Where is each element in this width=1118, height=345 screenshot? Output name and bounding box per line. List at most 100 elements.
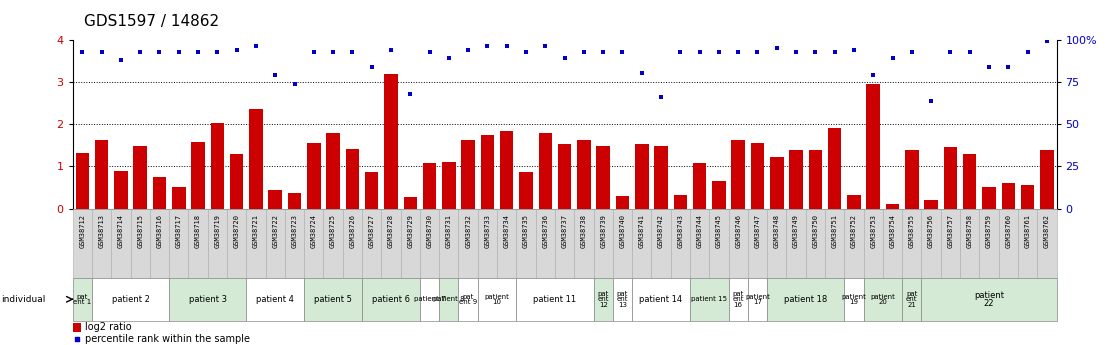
Bar bbox=[786, 209, 806, 278]
Text: GSM38718: GSM38718 bbox=[195, 214, 201, 248]
Bar bbox=[114, 171, 127, 209]
Point bbox=[151, 49, 169, 54]
Bar bbox=[828, 128, 842, 209]
Text: GSM38721: GSM38721 bbox=[253, 214, 259, 248]
Point bbox=[189, 49, 207, 54]
Text: GSM38759: GSM38759 bbox=[986, 214, 992, 248]
Point bbox=[845, 47, 863, 52]
Text: patient 18: patient 18 bbox=[784, 295, 827, 304]
Bar bbox=[712, 181, 726, 209]
Bar bbox=[577, 140, 590, 209]
Point bbox=[768, 45, 786, 51]
Point bbox=[343, 49, 361, 54]
Text: GSM38745: GSM38745 bbox=[716, 214, 722, 248]
Bar bbox=[150, 209, 169, 278]
Bar bbox=[709, 209, 729, 278]
Text: GSM38757: GSM38757 bbox=[947, 214, 954, 248]
Text: GSM38744: GSM38744 bbox=[697, 214, 702, 248]
Bar bbox=[266, 209, 285, 278]
Point bbox=[864, 72, 882, 78]
Bar bbox=[227, 209, 246, 278]
Bar bbox=[613, 278, 632, 321]
Text: patient
17: patient 17 bbox=[745, 294, 770, 305]
Point bbox=[170, 49, 188, 54]
Point bbox=[420, 49, 438, 54]
Bar bbox=[481, 135, 494, 209]
Bar bbox=[883, 209, 902, 278]
Text: patient 5: patient 5 bbox=[314, 295, 352, 304]
Point bbox=[266, 72, 284, 78]
Point bbox=[922, 98, 940, 103]
Text: patient
19: patient 19 bbox=[842, 294, 866, 305]
Bar bbox=[866, 84, 880, 209]
Bar bbox=[767, 209, 786, 278]
Bar bbox=[307, 143, 321, 209]
Bar bbox=[112, 209, 131, 278]
Text: GSM38717: GSM38717 bbox=[176, 214, 182, 248]
Text: GSM38746: GSM38746 bbox=[736, 214, 741, 248]
Bar bbox=[285, 209, 304, 278]
Bar bbox=[1002, 183, 1015, 209]
Point bbox=[614, 49, 632, 54]
Text: GSM38729: GSM38729 bbox=[407, 214, 414, 248]
Bar bbox=[1017, 209, 1038, 278]
Bar bbox=[153, 177, 167, 209]
Bar bbox=[960, 209, 979, 278]
Bar bbox=[246, 278, 304, 321]
Bar bbox=[536, 209, 555, 278]
Bar bbox=[558, 145, 571, 209]
Text: GSM38741: GSM38741 bbox=[638, 214, 645, 248]
Text: pat
ent 9: pat ent 9 bbox=[459, 294, 477, 305]
Text: log2 ratio: log2 ratio bbox=[85, 322, 132, 332]
Bar bbox=[673, 195, 688, 209]
Text: GSM38731: GSM38731 bbox=[446, 214, 452, 248]
Text: GSM38722: GSM38722 bbox=[272, 214, 278, 248]
Point bbox=[228, 47, 246, 52]
Point bbox=[710, 49, 728, 54]
Bar bbox=[304, 209, 323, 278]
Text: GSM38758: GSM38758 bbox=[967, 214, 973, 248]
Point bbox=[401, 91, 419, 97]
Point bbox=[1038, 39, 1055, 44]
Bar bbox=[844, 278, 863, 321]
Text: patient
10: patient 10 bbox=[484, 294, 510, 305]
Bar bbox=[885, 204, 899, 209]
Bar bbox=[690, 278, 729, 321]
Text: pat
ent
21: pat ent 21 bbox=[906, 291, 918, 308]
Point bbox=[883, 56, 901, 61]
Text: GSM38751: GSM38751 bbox=[832, 214, 837, 248]
Bar bbox=[458, 278, 477, 321]
Bar bbox=[825, 209, 844, 278]
Bar bbox=[1038, 209, 1057, 278]
Bar bbox=[863, 278, 902, 321]
Bar bbox=[690, 209, 709, 278]
Text: pat
ent
16: pat ent 16 bbox=[732, 291, 743, 308]
Text: GSM38726: GSM38726 bbox=[350, 214, 356, 248]
Text: GSM38713: GSM38713 bbox=[98, 214, 105, 248]
Bar bbox=[693, 163, 707, 209]
Point bbox=[691, 49, 709, 54]
Bar bbox=[169, 278, 246, 321]
Bar bbox=[844, 209, 863, 278]
Bar bbox=[632, 278, 690, 321]
Text: GSM38750: GSM38750 bbox=[813, 214, 818, 248]
Text: GSM38749: GSM38749 bbox=[793, 214, 799, 248]
Bar bbox=[458, 209, 477, 278]
Text: GSM38715: GSM38715 bbox=[138, 214, 143, 248]
Bar bbox=[654, 146, 667, 209]
Point bbox=[652, 95, 670, 100]
Text: GSM38735: GSM38735 bbox=[523, 214, 529, 248]
Text: GSM38742: GSM38742 bbox=[659, 214, 664, 248]
Bar bbox=[808, 150, 822, 209]
Text: GSM38724: GSM38724 bbox=[311, 214, 316, 248]
Text: individual: individual bbox=[1, 295, 46, 304]
Bar bbox=[343, 209, 362, 278]
Point bbox=[729, 49, 747, 54]
Bar bbox=[944, 147, 957, 209]
Point bbox=[93, 49, 111, 54]
Text: GSM38743: GSM38743 bbox=[678, 214, 683, 248]
Bar bbox=[92, 278, 169, 321]
Bar bbox=[268, 190, 282, 209]
Text: GSM38719: GSM38719 bbox=[215, 214, 220, 248]
Text: pat
ent 1: pat ent 1 bbox=[73, 294, 92, 305]
